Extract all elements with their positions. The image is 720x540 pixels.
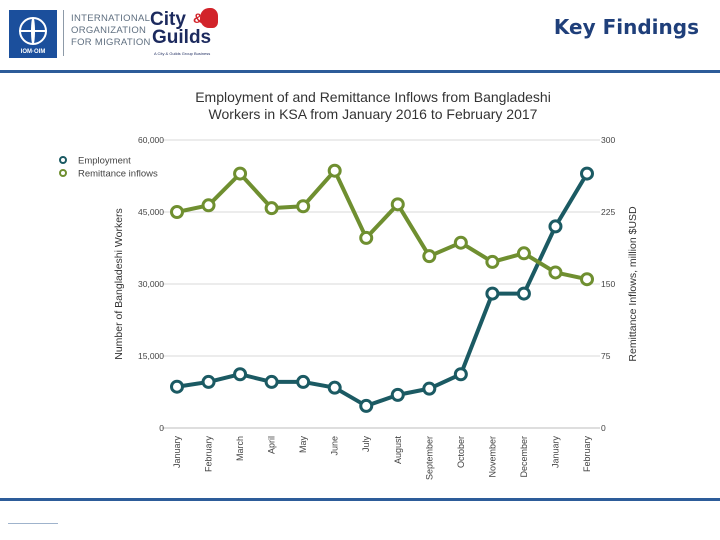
chart-legend: Employment Remittance inflows — [59, 156, 158, 180]
data-point — [516, 246, 531, 261]
data-point — [327, 380, 342, 395]
top-rule — [0, 70, 720, 73]
x-tick-label: February — [204, 436, 214, 473]
x-tick-label: December — [519, 436, 529, 478]
x-tick-label: February — [582, 436, 592, 473]
logo-divider — [63, 10, 64, 56]
data-point — [201, 198, 216, 213]
data-point — [580, 272, 594, 287]
series-line — [175, 168, 589, 282]
data-point — [233, 166, 248, 181]
left-tick-label: 60,000 — [138, 135, 164, 145]
data-point — [359, 398, 374, 413]
x-tick-label: August — [393, 436, 403, 465]
chart-axes: 0 15,000 30,000 45,000 60,000 0 75 150 225 300 Num… — [113, 135, 639, 480]
chart-subtitle: Workers in KSA from January 2016 to Febr… — [209, 106, 538, 122]
data-point — [264, 201, 279, 216]
left-tick-label: 45,000 — [138, 207, 164, 217]
city-guilds-logo: City & Guilds A City & Guilds Group Busi… — [148, 6, 220, 60]
iom-name: INTERNATIONAL ORGANIZATION FOR MIGRATION — [71, 13, 151, 49]
cg-tagline: A City & Guilds Group Business — [154, 51, 211, 56]
data-point — [453, 235, 468, 250]
right-tick-label: 75 — [601, 351, 611, 361]
legend-label: Employment — [78, 156, 131, 167]
x-tick-label: September — [424, 436, 434, 480]
x-tick-label: April — [267, 436, 277, 454]
right-tick-label: 0 — [601, 423, 606, 433]
left-tick-label: 15,000 — [138, 351, 164, 361]
data-point — [485, 254, 500, 269]
data-point — [170, 205, 184, 219]
data-point — [390, 197, 405, 212]
cg-guilds-text: Guilds — [152, 27, 212, 48]
x-tick-label: June — [330, 436, 340, 456]
legend-label: Remittance inflows — [78, 169, 158, 180]
data-point — [422, 249, 437, 264]
legend-marker — [59, 156, 67, 164]
data-point — [296, 374, 311, 389]
legend-marker — [59, 169, 67, 177]
iom-name-line: ORGANIZATION — [71, 25, 147, 36]
data-point — [296, 199, 311, 214]
right-tick-label: 150 — [601, 279, 615, 289]
data-point — [453, 367, 468, 382]
data-point — [548, 219, 563, 234]
footer-mark — [8, 523, 58, 524]
x-tick-label: January — [550, 436, 560, 469]
data-point — [548, 265, 563, 280]
data-point — [485, 286, 500, 301]
right-tick-label: 300 — [601, 135, 615, 145]
header: IOM·OIM INTERNATIONAL ORGANIZATION FOR M… — [0, 0, 720, 70]
iom-logo: IOM·OIM — [9, 10, 57, 58]
x-tick-label: October — [456, 436, 466, 468]
left-tick-label: 30,000 — [138, 279, 164, 289]
data-point — [390, 387, 405, 402]
bottom-rule — [0, 498, 720, 501]
x-tick-label: November — [487, 436, 497, 478]
data-point — [580, 166, 594, 181]
x-tick-label: March — [235, 436, 245, 461]
data-point — [422, 381, 437, 396]
data-point — [170, 379, 184, 394]
data-point — [264, 374, 279, 389]
x-tick-label: January — [172, 436, 182, 469]
griffin-icon — [200, 8, 218, 28]
data-point — [516, 286, 531, 301]
x-tick-label: May — [298, 436, 308, 454]
page-title: Key Findings — [553, 15, 699, 39]
right-axis-title: Remittance Inflows, million $USD — [627, 206, 639, 362]
left-tick-label: 0 — [159, 423, 164, 433]
x-tick-label: July — [361, 436, 371, 453]
globe-icon — [19, 17, 47, 45]
cg-city-text: City — [150, 9, 186, 30]
data-point — [359, 230, 374, 245]
cg-amp-text: & — [193, 10, 204, 26]
iom-abbr: IOM·OIM — [20, 49, 46, 55]
data-point — [233, 367, 248, 382]
left-axis-title: Number of Bangladeshi Workers — [113, 208, 125, 360]
iom-name-line: FOR MIGRATION — [71, 37, 151, 48]
iom-name-line: INTERNATIONAL — [71, 13, 151, 24]
right-tick-label: 225 — [601, 207, 615, 217]
data-point — [201, 374, 216, 389]
chart-series — [170, 163, 594, 413]
data-point — [327, 163, 342, 178]
chart-title: Employment of and Remittance Inflows fro… — [195, 89, 551, 105]
